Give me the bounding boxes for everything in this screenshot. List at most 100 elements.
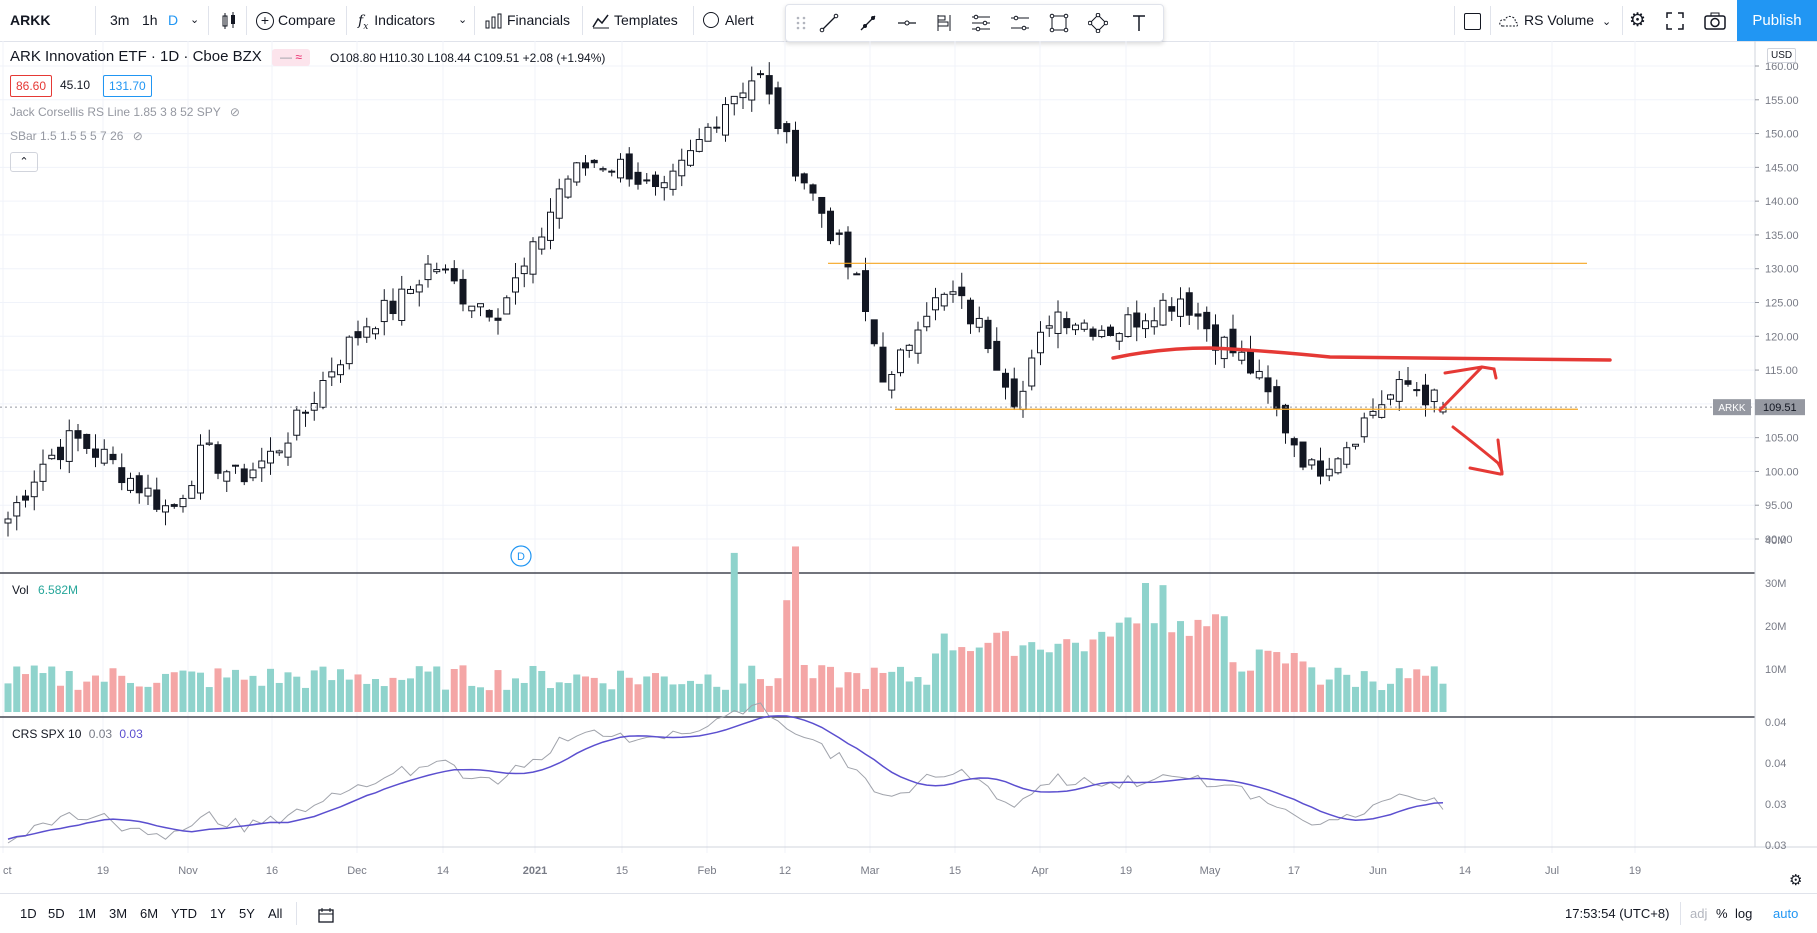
interval-1h[interactable]: 1h (142, 12, 158, 28)
horizontal-line-icon[interactable] (897, 13, 917, 33)
pitchfork-icon[interactable] (971, 13, 991, 33)
candle-body (258, 460, 266, 469)
candle-body (284, 442, 292, 458)
candle-body (214, 444, 222, 474)
log-toggle[interactable]: log (1735, 906, 1753, 921)
volume-bar (879, 672, 887, 712)
range-ytd[interactable]: YTD (171, 906, 197, 921)
alert-button[interactable]: Alert (703, 0, 754, 41)
rs-volume-layout[interactable]: RS Volume ⌄ (1498, 0, 1611, 41)
candle-body (564, 178, 572, 198)
symbol-search[interactable]: ARKK (10, 12, 51, 28)
candles-icon[interactable] (218, 0, 240, 41)
range-6m[interactable]: 6M (140, 906, 159, 921)
indicator-rs-line[interactable]: Jack Corsellis RS Line 1.85 3 8 52 SPY ⊘ (10, 105, 240, 119)
parallel-channel-icon[interactable] (1010, 13, 1030, 33)
text-tool-icon[interactable] (1129, 13, 1149, 33)
volume-bar (424, 671, 432, 712)
compare-label: Compare (278, 12, 336, 28)
candle-body (1063, 318, 1071, 329)
auto-toggle[interactable]: auto (1773, 906, 1799, 921)
candle-body (380, 299, 388, 323)
volume-bar (1439, 683, 1447, 712)
range-5y[interactable]: 5Y (239, 906, 255, 921)
rectangle-icon[interactable] (1049, 13, 1069, 33)
volume-bar (625, 677, 633, 712)
candle-body (74, 430, 82, 439)
adj-toggle[interactable]: adj (1690, 906, 1708, 921)
range-1m[interactable]: 1M (78, 906, 97, 921)
high-value: H110.30 (379, 51, 424, 65)
candle-body (22, 495, 29, 501)
volume-bar (57, 685, 64, 712)
volume-bar (398, 679, 406, 712)
candle-body (547, 211, 554, 241)
divider (1454, 6, 1455, 35)
candle-body (669, 170, 677, 190)
financials-button[interactable]: Financials (485, 0, 570, 41)
candle-body (1273, 386, 1281, 409)
eye-off-icon[interactable]: ⊘ (132, 129, 143, 143)
volume-bar (118, 675, 126, 712)
drag-handle-icon[interactable] (791, 13, 811, 33)
bid-badge[interactable]: 86.60 (10, 75, 53, 97)
legend-toggle[interactable]: — ≈ (272, 49, 310, 66)
candle-body (792, 129, 799, 177)
range-5d[interactable]: 5D (48, 906, 65, 921)
volume-bar (617, 670, 624, 712)
chart-area[interactable]: D 160.00 155.00 150.00 145.00 140.00 135.00 13… (0, 41, 1817, 893)
percent-toggle[interactable]: % (1716, 906, 1728, 921)
calendar-icon[interactable] (318, 894, 334, 933)
volume-bar (1203, 626, 1211, 712)
fib-icon[interactable] (934, 13, 954, 33)
candle-body (13, 502, 21, 517)
ask-badge[interactable]: 131.70 (103, 75, 152, 97)
last-price-label: 109.51 (1763, 402, 1797, 414)
candle-body (1159, 299, 1167, 326)
indicators-button[interactable]: fx Indicators (358, 0, 435, 41)
candle-body (1194, 313, 1202, 317)
time-tick-label: May (1200, 865, 1221, 877)
indicators-label: Indicators (374, 12, 435, 28)
chevron-down-icon[interactable]: ⌄ (190, 14, 200, 26)
compare-button[interactable]: + Compare (256, 0, 336, 41)
collapse-legend-button[interactable]: ⌃ (10, 152, 38, 172)
camera-icon[interactable] (1704, 0, 1726, 41)
candle-body (1045, 325, 1053, 329)
candle-body (905, 344, 913, 351)
volume-bar (870, 667, 878, 712)
templates-button[interactable]: Templates (592, 0, 678, 41)
eye-off-icon[interactable]: ⊘ (229, 105, 240, 119)
volume-bar (1273, 652, 1281, 712)
trend-line-icon[interactable] (819, 13, 839, 33)
candle-body (765, 75, 773, 95)
divider (296, 902, 297, 925)
volume-bar (1107, 636, 1114, 712)
volume-bar (590, 677, 598, 712)
gear-icon[interactable]: ⚙ (1629, 10, 1647, 31)
currency-label[interactable]: USD (1767, 48, 1797, 63)
clock-time[interactable]: 17:53:54 (UTC+8) (1565, 906, 1670, 921)
gear-icon[interactable]: ⚙ (1789, 872, 1803, 889)
interval-3m[interactable]: 3m (110, 12, 130, 28)
ellipse-icon[interactable] (1088, 13, 1108, 33)
candle-body (1343, 447, 1351, 465)
chevron-down-icon[interactable]: ⌄ (458, 14, 468, 26)
volume-bar (1378, 690, 1386, 712)
candle-body (39, 463, 47, 482)
indicator-sbar[interactable]: SBar 1.5 1.5 5 5 7 26 ⊘ (10, 129, 143, 143)
volume-bar (730, 552, 738, 712)
candle-body (844, 231, 852, 268)
range-3m[interactable]: 3M (109, 906, 128, 921)
ray-icon[interactable] (858, 13, 878, 33)
range-all[interactable]: All (268, 906, 283, 921)
arrow-up-annotation (1438, 365, 1498, 412)
range-1y[interactable]: 1Y (210, 906, 226, 921)
publish-button[interactable]: Publish (1737, 0, 1817, 41)
price-tick-label: 140.00 (1765, 196, 1799, 208)
square-icon[interactable] (1464, 0, 1481, 41)
fullscreen-icon[interactable] (1666, 0, 1684, 41)
range-1d[interactable]: 1D (20, 906, 37, 921)
interval-d[interactable]: D (168, 12, 179, 28)
candle-body (1168, 306, 1176, 312)
